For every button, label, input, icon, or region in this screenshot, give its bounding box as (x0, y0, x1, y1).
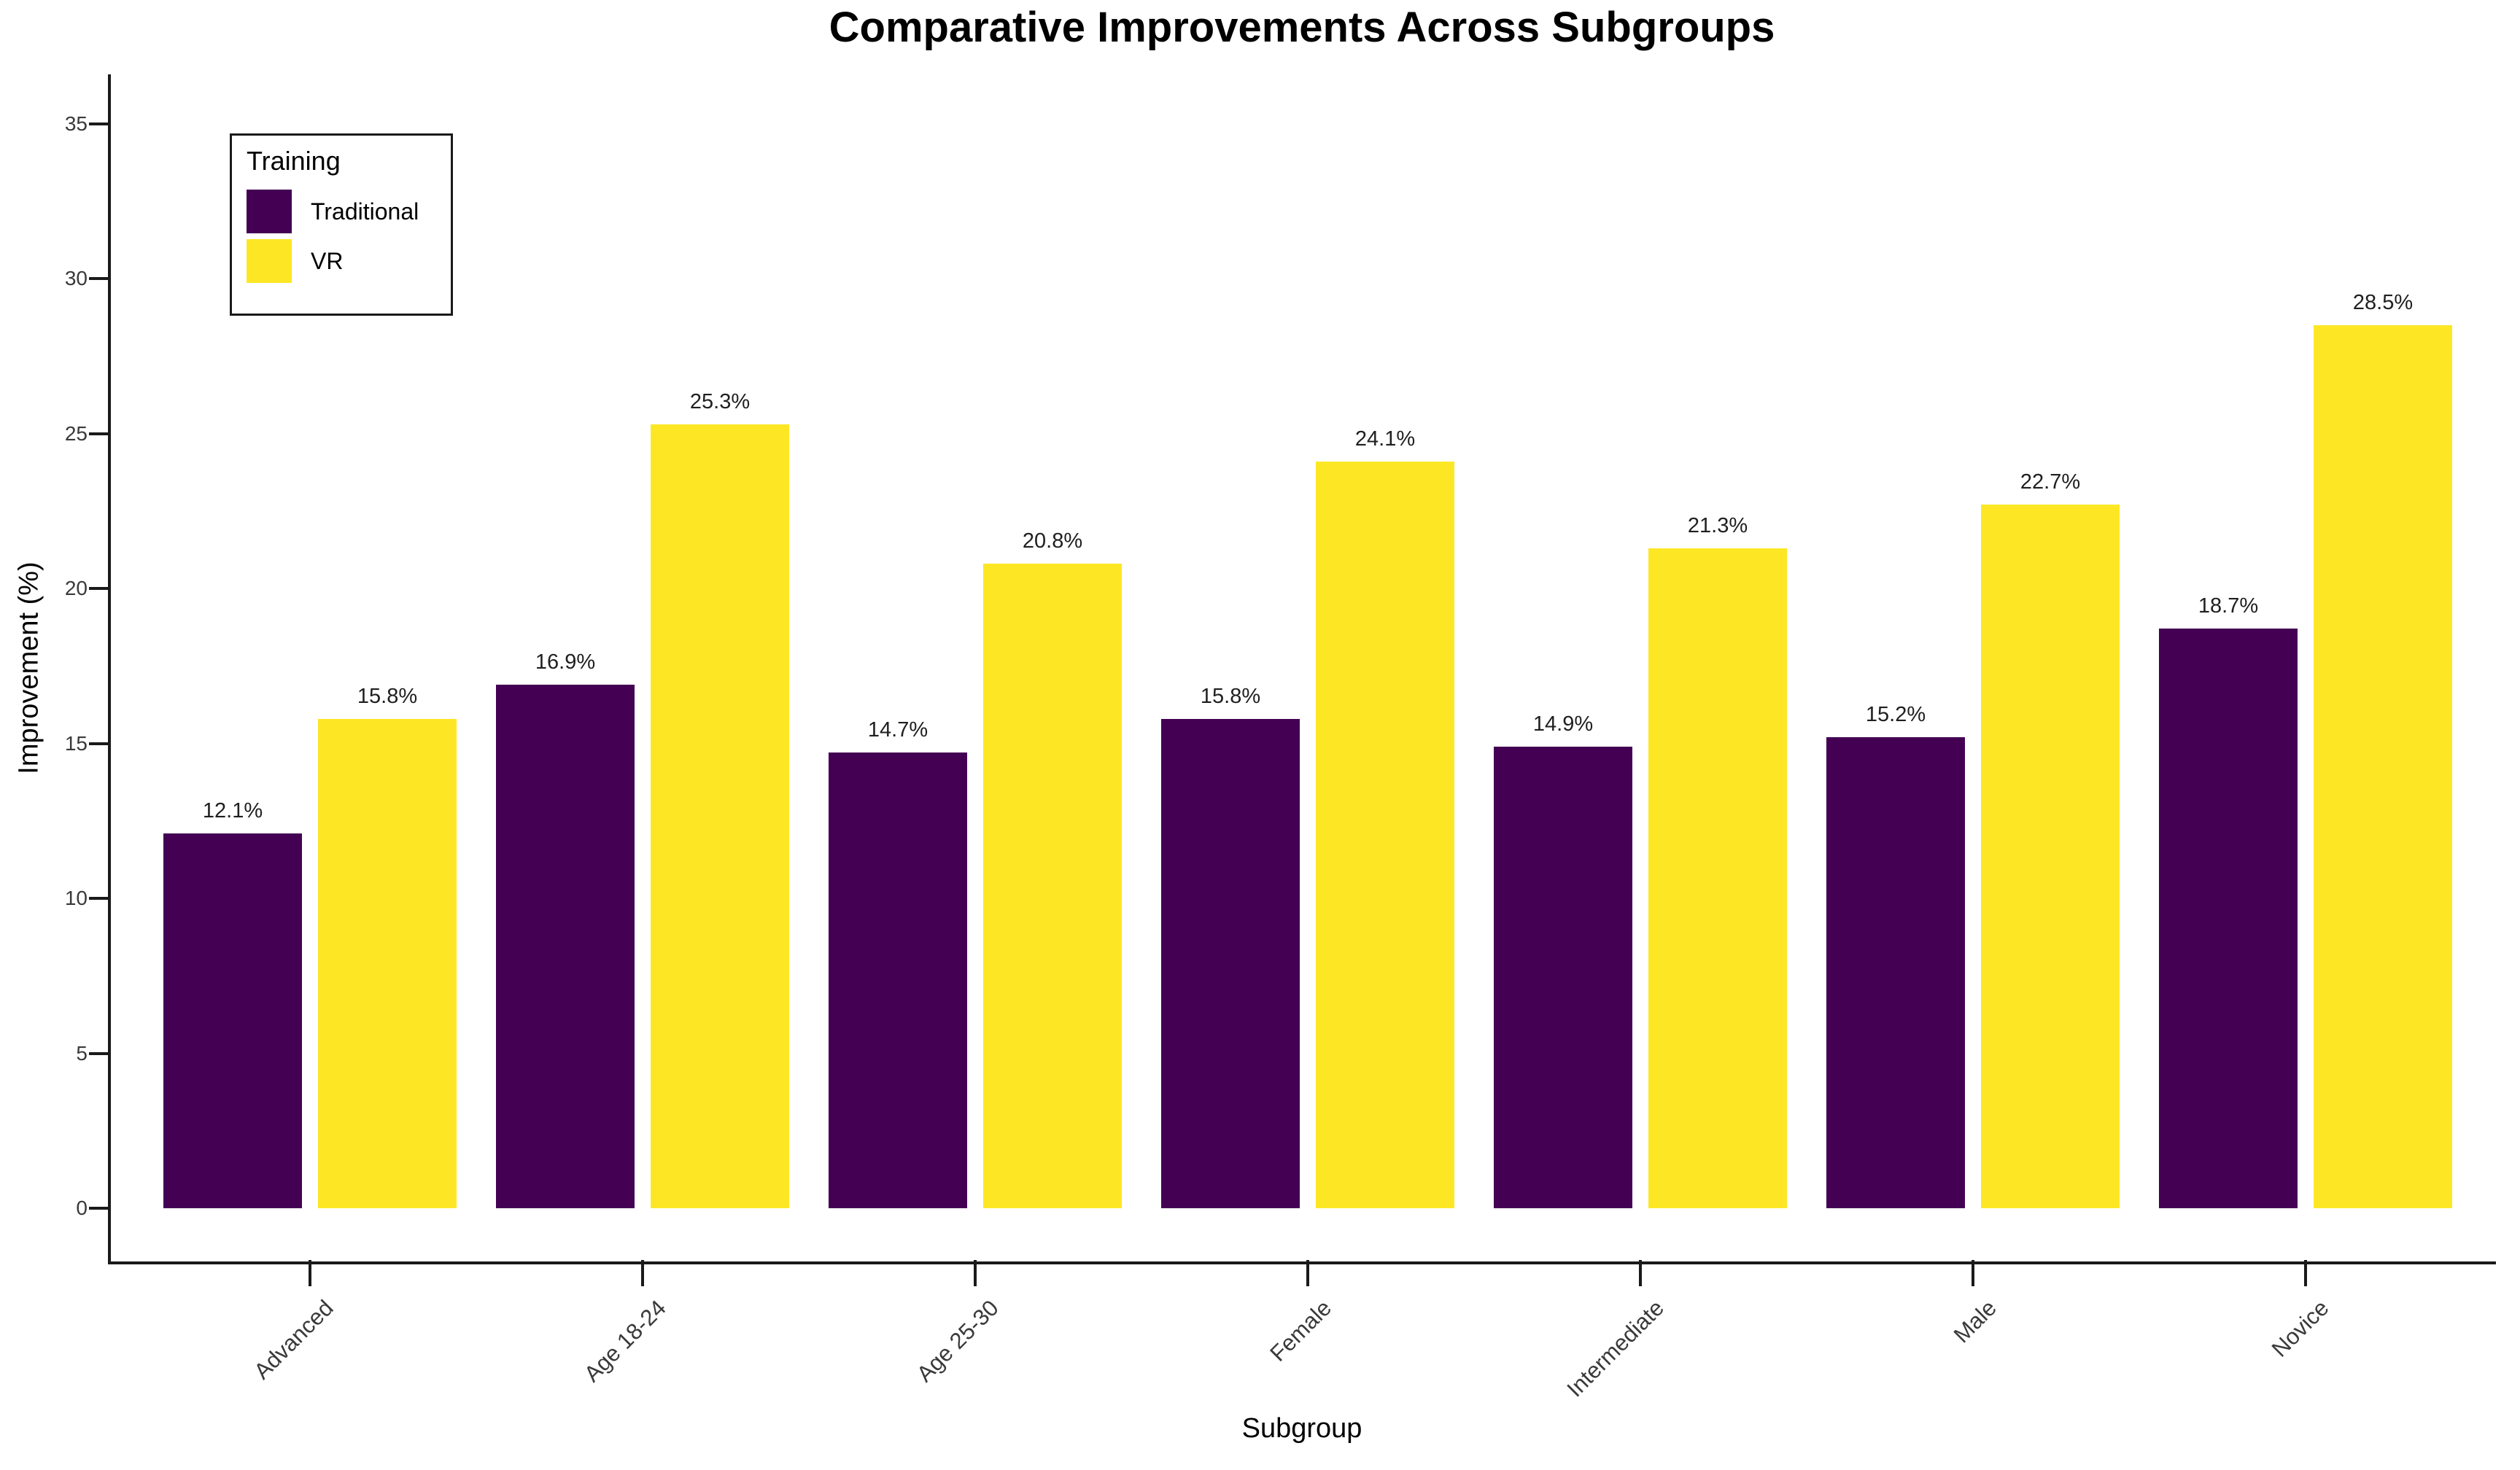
x-tick-mark (641, 1260, 644, 1286)
y-tick-mark (89, 277, 111, 280)
bar-vr-advanced (318, 718, 457, 1208)
y-tick-mark (89, 432, 111, 435)
x-tick-mark (1639, 1260, 1642, 1286)
chart-title: Comparative Improvements Across Subgroup… (829, 4, 1775, 51)
x-tick-label-female: Female (1264, 1295, 1336, 1366)
bar-value-label: 16.9% (535, 650, 596, 674)
bar-value-label: 20.8% (1022, 529, 1083, 553)
y-tick-label: 10 (64, 887, 88, 909)
y-tick-mark (89, 1207, 111, 1210)
y-tick-label: 5 (76, 1041, 88, 1065)
x-tick-mark (1306, 1260, 1309, 1286)
x-tick-mark (974, 1260, 977, 1286)
legend: Training Traditional VR (230, 133, 453, 316)
bar-value-label: 14.7% (867, 718, 928, 742)
bar-value-label: 21.3% (1687, 513, 1748, 537)
y-tick-mark (89, 897, 111, 900)
y-tick-label: 30 (64, 267, 88, 289)
bar-value-label: 18.7% (2198, 594, 2259, 618)
y-tick-label: 25 (64, 421, 88, 445)
legend-label: VR (311, 247, 344, 274)
legend-swatch-vr (247, 239, 292, 283)
bar-vr-intermediate (1648, 548, 1787, 1208)
y-tick-mark (89, 742, 111, 745)
bar-vr-female (1316, 461, 1454, 1208)
bar-value-label: 15.8% (357, 684, 418, 708)
x-tick-label-age-18-24: Age 18-24 (578, 1295, 671, 1387)
y-axis-title: Improvement (%) (13, 561, 44, 774)
legend-swatch-traditional (247, 190, 292, 233)
y-tick-label: 15 (64, 731, 88, 755)
legend-title: Training (247, 146, 341, 176)
x-tick-label-advanced: Advanced (249, 1295, 338, 1385)
y-tick-label: 20 (64, 577, 88, 599)
bar-value-label: 12.1% (202, 798, 263, 822)
bar-value-label: 28.5% (2352, 290, 2414, 314)
legend-entry-traditional: Traditional (247, 190, 436, 233)
x-tick-mark (309, 1260, 311, 1286)
bar-vr-age-25-30 (983, 564, 1122, 1208)
bar-traditional-male (1826, 737, 1965, 1208)
bar-traditional-age-18-24 (496, 684, 635, 1208)
bar-value-label: 14.9% (1532, 712, 1594, 736)
bar-traditional-novice (2159, 629, 2298, 1208)
y-tick-mark (89, 1051, 111, 1055)
x-tick-mark (2304, 1260, 2307, 1286)
x-tick-label-age-25-30: Age 25-30 (911, 1295, 1004, 1387)
bar-vr-age-18-24 (651, 424, 789, 1208)
x-tick-label-male: Male (1948, 1295, 2001, 1348)
y-tick-mark (89, 122, 111, 125)
legend-label: Traditional (311, 198, 419, 225)
x-axis-title: Subgroup (1241, 1413, 1362, 1444)
bar-value-label: 22.7% (2020, 470, 2081, 494)
bar-traditional-age-25-30 (829, 752, 967, 1208)
bar-traditional-intermediate (1494, 746, 1632, 1208)
y-tick-label: 0 (76, 1197, 88, 1219)
bar-value-label: 15.8% (1200, 684, 1261, 708)
bar-vr-novice (2314, 324, 2452, 1208)
plot-area: 0 5 10 15 20 25 30 35 Advanced Age 18-24 Age 25-30… (65, 74, 2496, 1402)
y-tick-mark (89, 587, 111, 590)
x-tick-label-novice: Novice (2266, 1295, 2334, 1362)
x-tick-mark (1972, 1260, 1974, 1286)
bar-vr-male (1981, 505, 2120, 1208)
y-tick-label: 35 (64, 112, 88, 135)
bar-value-label: 25.3% (689, 389, 751, 413)
legend-entry-vr: VR (247, 239, 436, 283)
bar-value-label: 15.2% (1865, 703, 1926, 726)
bar-value-label: 24.1% (1354, 427, 1416, 451)
x-tick-label-intermediate: Intermediate (1562, 1295, 1669, 1402)
bar-traditional-advanced (163, 833, 302, 1208)
bar-traditional-female (1161, 718, 1300, 1208)
